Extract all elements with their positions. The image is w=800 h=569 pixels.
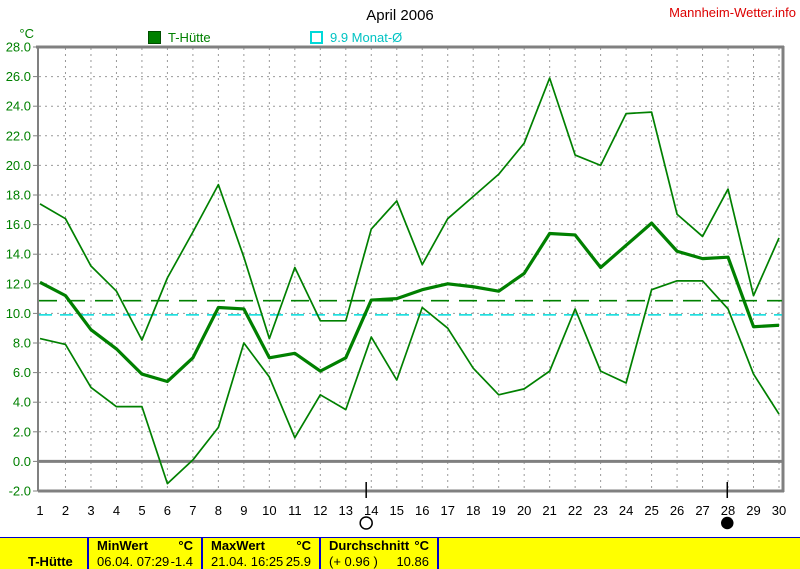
x-tick-label: 8 bbox=[215, 503, 222, 518]
x-tick-label: 25 bbox=[644, 503, 658, 518]
x-tick-label: 12 bbox=[313, 503, 327, 518]
x-tick-label: 26 bbox=[670, 503, 684, 518]
legend-temperature-series: T-Hütte bbox=[148, 30, 211, 45]
max-datetime: 21.04. 16:25 bbox=[211, 553, 284, 569]
x-tick-label: 18 bbox=[466, 503, 480, 518]
y-tick-label: 18.0 bbox=[6, 188, 31, 203]
min-value: -1.4 bbox=[170, 553, 193, 569]
legend-series-label: T-Hütte bbox=[168, 30, 211, 45]
min-datetime: 06.04. 07:29 bbox=[97, 553, 170, 569]
x-tick-label: 20 bbox=[517, 503, 531, 518]
x-axis-labels: 1 2 3 4 5 6 7 8 9 10 11 12 13 14 15 16 17 18 19 20 21 22 23 24 2… bbox=[36, 503, 786, 518]
max-value: 25.9 bbox=[285, 553, 311, 569]
x-tick-label: 7 bbox=[189, 503, 196, 518]
y-tick-label: 6.0 bbox=[13, 365, 31, 380]
x-tick-label: 28 bbox=[721, 503, 735, 518]
x-tick-label: 22 bbox=[568, 503, 582, 518]
y-tick-label: 28.0 bbox=[6, 40, 31, 55]
y-axis-unit: °C bbox=[19, 26, 34, 41]
x-tick-label: 13 bbox=[339, 503, 353, 518]
avg-deviation: (+ 0.96 ) bbox=[329, 553, 378, 569]
series-layer-daily-mean bbox=[39, 221, 780, 384]
series-layer-daily-min bbox=[39, 279, 780, 485]
grid-layer bbox=[39, 48, 782, 490]
y-tick-label: 12.0 bbox=[6, 276, 31, 291]
x-tick-label: 15 bbox=[390, 503, 404, 518]
x-tick-label: 24 bbox=[619, 503, 633, 518]
x-tick-label: 19 bbox=[491, 503, 505, 518]
x-tick-label: 23 bbox=[593, 503, 607, 518]
series-daily-max-line bbox=[39, 77, 780, 341]
page-title: April 2006 bbox=[366, 7, 434, 24]
temperature-line-chart: 28.026.024.022.020.018.016.014.012.010.0… bbox=[6, 40, 786, 530]
min-unit: °C bbox=[178, 538, 193, 554]
table-col-station: T-Hütte bbox=[0, 538, 87, 569]
max-header: MaxWert bbox=[211, 538, 265, 554]
y-tick-label: 16.0 bbox=[6, 217, 31, 232]
x-tick-label: 6 bbox=[164, 503, 171, 518]
y-tick-label: 4.0 bbox=[13, 395, 31, 410]
avg-unit: °C bbox=[414, 538, 429, 554]
x-tick-label: 21 bbox=[542, 503, 556, 518]
y-tick-label: -2.0 bbox=[9, 484, 31, 499]
site-watermark: Mannheim-Wetter.info bbox=[669, 5, 796, 20]
legend-avg-label: 9.9 Monat-Ø bbox=[330, 30, 403, 45]
x-tick-label: 27 bbox=[695, 503, 709, 518]
x-tick-label: 1 bbox=[36, 503, 43, 518]
x-tick-label: 3 bbox=[87, 503, 94, 518]
table-filler bbox=[437, 538, 800, 569]
series-swatch-icon bbox=[148, 31, 161, 44]
y-tick-label: 20.0 bbox=[6, 158, 31, 173]
y-tick-label: 24.0 bbox=[6, 99, 31, 114]
station-label: T-Hütte bbox=[28, 553, 73, 569]
axes-frame bbox=[33, 45, 785, 493]
y-tick-label: 22.0 bbox=[6, 128, 31, 143]
y-tick-label: 10.0 bbox=[6, 306, 31, 321]
x-tick-label: 16 bbox=[415, 503, 429, 518]
avg-swatch-icon bbox=[310, 31, 323, 44]
avg-value: 10.86 bbox=[396, 553, 429, 569]
y-tick-label: 14.0 bbox=[6, 247, 31, 262]
x-tick-label: 14 bbox=[364, 503, 378, 518]
min-header: MinWert bbox=[97, 538, 149, 554]
table-col-max: MaxWert °C 21.04. 16:25 25.9 bbox=[201, 538, 319, 569]
x-tick-label: 4 bbox=[113, 503, 120, 518]
y-axis-labels: 28.0 26.0 24.0 22.0 20.0 18.0 16.0 14.0 12.0 10.0… bbox=[6, 40, 31, 499]
legend-month-average: 9.9 Monat-Ø bbox=[310, 30, 402, 45]
x-tick-label: 17 bbox=[440, 503, 454, 518]
x-tick-label: 29 bbox=[746, 503, 760, 518]
y-tick-label: 0.0 bbox=[13, 454, 31, 469]
series-daily-mean-line bbox=[39, 221, 780, 384]
x-tick-label: 2 bbox=[62, 503, 69, 518]
full-moon-marker bbox=[359, 482, 373, 530]
y-tick-label: 26.0 bbox=[6, 69, 31, 84]
y-tick-label: 2.0 bbox=[13, 424, 31, 439]
x-tick-label: 11 bbox=[288, 503, 302, 518]
x-tick-label: 5 bbox=[138, 503, 145, 518]
table-col-min: MinWert °C 06.04. 07:29 -1.4 bbox=[87, 538, 201, 569]
summary-table: T-Hütte MinWert °C 06.04. 07:29 -1.4 Max… bbox=[0, 537, 800, 569]
max-unit: °C bbox=[296, 538, 311, 554]
series-daily-min-line bbox=[39, 279, 780, 485]
series-layer-daily-max bbox=[39, 77, 780, 341]
x-tick-label: 10 bbox=[262, 503, 276, 518]
x-tick-label: 9 bbox=[240, 503, 247, 518]
x-tick-label: 30 bbox=[772, 503, 786, 518]
new-moon-marker bbox=[721, 482, 734, 530]
y-tick-label: 8.0 bbox=[13, 336, 31, 351]
table-col-average: Durchschnitt °C (+ 0.96 ) 10.86 bbox=[319, 538, 437, 569]
avg-header: Durchschnitt bbox=[329, 538, 410, 554]
